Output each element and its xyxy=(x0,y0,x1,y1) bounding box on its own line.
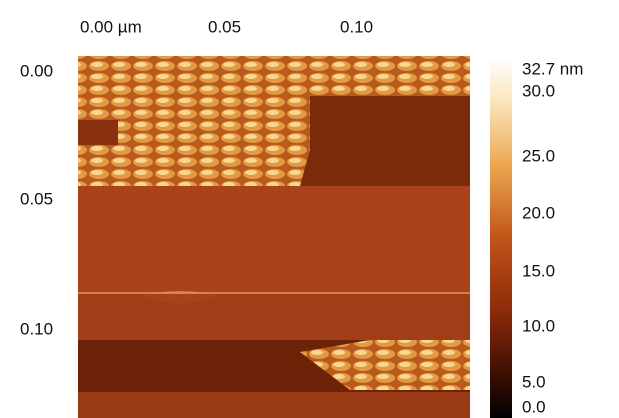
x-axis-label: 0.05 xyxy=(208,17,241,36)
afm-figure: 0.00 µm 0.05 0.10 0.00 0.05 0.10 32.7 nm 30.0 25… xyxy=(0,0,619,418)
colorbar-label: 15.0 xyxy=(522,261,555,280)
colorbar-label: 5.0 xyxy=(522,372,546,391)
colorbar-label: 0.0 xyxy=(522,397,546,416)
colorbar-label: 20.0 xyxy=(522,203,555,222)
y-axis-label: 0.10 xyxy=(20,319,53,338)
y-axis-label: 0.05 xyxy=(20,189,53,208)
y-axis-label: 0.00 xyxy=(20,61,53,80)
colorbar-label: 32.7 nm xyxy=(522,59,583,78)
x-axis-label: 0.10 xyxy=(340,17,373,36)
afm-image xyxy=(78,56,470,418)
colorbar-label: 30.0 xyxy=(522,81,555,100)
x-axis-label: 0.00 µm xyxy=(80,17,142,36)
colorbar xyxy=(490,56,512,418)
colorbar-label: 10.0 xyxy=(522,316,555,335)
colorbar-label: 25.0 xyxy=(522,146,555,165)
